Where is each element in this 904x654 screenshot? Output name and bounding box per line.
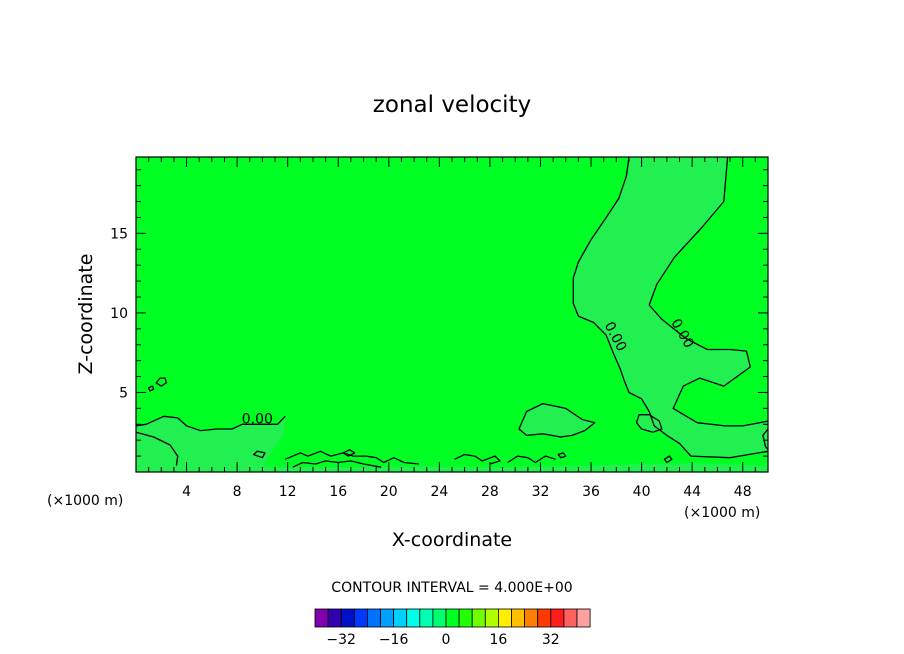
region-left-lower-patch <box>136 416 286 469</box>
colorbar-swatch <box>406 608 421 628</box>
x-tick-label: 40 <box>633 484 651 500</box>
x-tick-label: 4 <box>182 484 191 500</box>
colorbar-swatch <box>484 608 499 628</box>
colorbar-swatch <box>353 608 368 628</box>
colorbar: −32 −16 0 16 32 <box>314 608 591 648</box>
x-tick-label: 8 <box>233 484 242 500</box>
x-tick-label: 48 <box>734 484 752 500</box>
x-tick-label: 24 <box>430 484 448 500</box>
contour-small-left-oval <box>155 377 167 387</box>
colorbar-swatch <box>497 608 512 628</box>
colorbar-swatch <box>563 608 578 628</box>
contour-lines <box>135 156 769 468</box>
colorbar-swatch <box>327 608 342 628</box>
contour-right-edge-contour <box>762 428 769 451</box>
colorbar-swatch <box>393 608 408 628</box>
x-tick-label: 28 <box>481 484 499 500</box>
colorbar-swatch <box>537 608 552 628</box>
colorbar-tick-label: 0 <box>442 632 451 648</box>
y-tick-label: 15 <box>110 226 128 242</box>
contour-blob-40-contour <box>635 414 663 433</box>
colorbar-swatch <box>524 608 539 628</box>
y-tick-label: 10 <box>110 306 128 322</box>
x-tick-label: 20 <box>380 484 398 500</box>
contour-bottom-oval-2 <box>342 449 356 457</box>
x-unit-left: (×1000 m) <box>47 493 123 509</box>
chart-title: zonal velocity <box>373 92 531 118</box>
contour-tiny-left-oval <box>147 385 155 392</box>
colorbar-swatch <box>511 608 526 628</box>
colorbar-tick-label: −16 <box>379 632 409 648</box>
colorbar-tick-label: −32 <box>326 632 356 648</box>
contour-interval-text: CONTOUR INTERVAL = 4.000E+00 <box>331 580 572 596</box>
region-mid-lower-blob <box>519 403 595 437</box>
colorbar-swatch <box>419 608 434 628</box>
colorbar-swatch <box>432 608 447 628</box>
colorbar-swatch <box>314 608 329 628</box>
contour-bottom-oval-3 <box>663 455 673 464</box>
region-weak-positive-band <box>573 157 768 458</box>
x-tick-label: 16 <box>329 484 347 500</box>
x-tick-label: 36 <box>582 484 600 500</box>
colorbar-swatch <box>458 608 473 628</box>
x-axis-label: X-coordinate <box>392 529 512 551</box>
contour-left-lower-contour <box>135 431 179 466</box>
colorbar-swatch <box>576 608 591 628</box>
x-tick-label: 32 <box>532 484 550 500</box>
x-unit-right: (×1000 m) <box>684 505 760 521</box>
colorbar-swatch <box>445 608 460 628</box>
contour-bottom-wiggle-2 <box>292 460 382 468</box>
contour-mid-blob-contour <box>518 402 596 438</box>
x-tick-label: 44 <box>683 484 701 500</box>
y-tick-label: 5 <box>119 385 128 401</box>
contour-bottom-wiggle-1 <box>284 450 420 465</box>
colorbar-swatch <box>340 608 355 628</box>
contour-left-zero-contour <box>135 415 286 432</box>
colorbar-swatch <box>366 608 381 628</box>
contour-bottom-wiggle-3 <box>454 453 501 465</box>
contour-bottom-wiggle-4 <box>507 455 556 464</box>
colorbar-tick-label: 32 <box>542 632 560 648</box>
colorbar-swatch <box>550 608 565 628</box>
colorbar-swatch <box>471 608 486 628</box>
y-axis-label: Z-coordinate <box>75 254 97 375</box>
colorbar-swatch <box>380 608 395 628</box>
contour-main-zero-contour-upper <box>572 156 769 459</box>
contour-label-0: 0.00 <box>242 412 273 428</box>
contour-main-zero-contour-right <box>648 156 769 427</box>
contour-bottom-oval-4 <box>557 452 567 459</box>
contour-bottom-oval-1 <box>252 450 266 459</box>
x-tick-label: 12 <box>279 484 297 500</box>
colorbar-tick-label: 16 <box>489 632 507 648</box>
